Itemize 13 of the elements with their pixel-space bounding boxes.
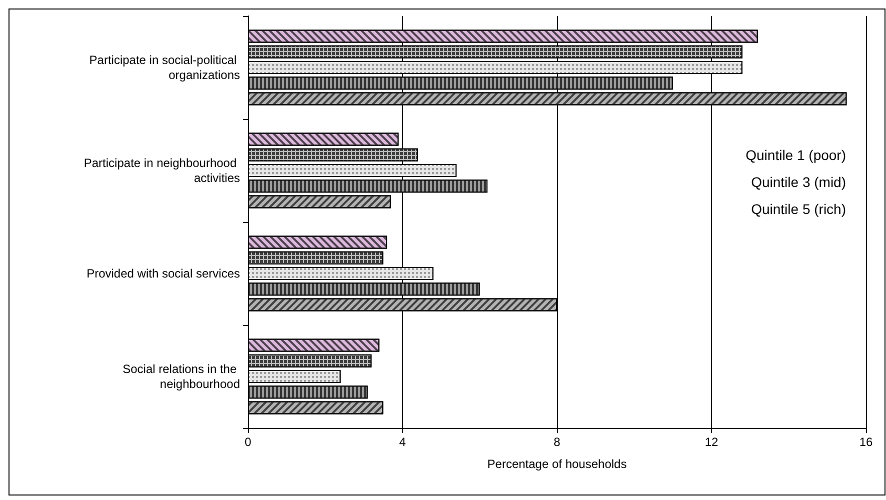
annotation: Quintile 1 (poor): [746, 147, 846, 163]
y-tick-label: Social relations in the neighbourhood: [122, 362, 240, 391]
y-tick-label: Participate in neighbourhood activities: [84, 156, 240, 185]
x-axis-title: Percentage of households: [487, 457, 627, 471]
x-tick-label: 16: [859, 435, 873, 449]
x-tick-label: 4: [399, 435, 406, 449]
x-tick-label: 8: [554, 435, 561, 449]
y-tick-label: Participate in social-political organizations: [89, 53, 240, 82]
annotation: Quintile 5 (rich): [751, 201, 846, 217]
x-tick-label: 12: [704, 435, 718, 449]
annotation: Quintile 3 (mid): [751, 174, 846, 190]
y-tick-label: Provided with social services: [86, 266, 240, 280]
x-tick-label: 0: [244, 435, 252, 449]
